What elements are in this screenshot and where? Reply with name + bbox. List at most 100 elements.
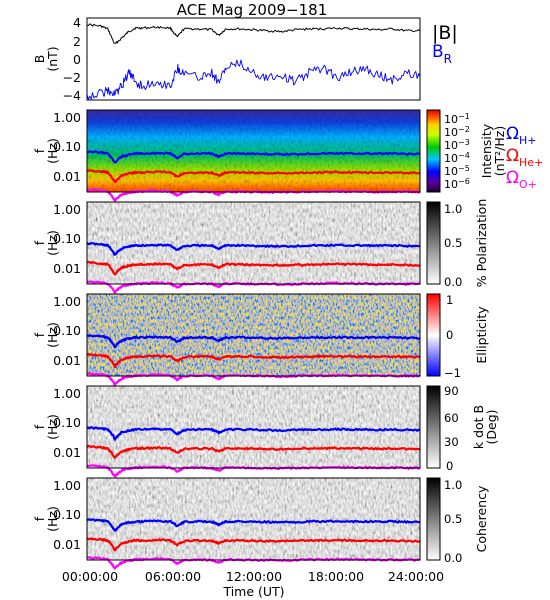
f-ytick: 0.01: [53, 261, 81, 276]
x-tick: 06:00:00: [145, 569, 201, 584]
panel-b: 4 2 0 −2 −4 B (nT) |B| BR: [32, 15, 458, 103]
omega-h-line: [86, 518, 421, 532]
cbar-tick: 10−6: [444, 177, 470, 191]
cbar-tick: 10−3: [444, 138, 470, 152]
f-ylabel-top: f: [32, 332, 47, 337]
polarization-spectrogram: [87, 202, 420, 284]
kdotb-yticks: 1.00 0.10 0.01: [53, 386, 81, 460]
kdotb-colorbar: [426, 385, 441, 469]
f-ylabel-bottom: (Hz): [45, 506, 60, 532]
intensity-yticks: 1.00 0.10 0.01: [53, 110, 81, 184]
f-ytick: 1.00: [53, 478, 81, 493]
x-tick: 00:00:00: [62, 569, 118, 584]
omega-o-line: [86, 464, 421, 478]
b-ylabel: B (nT): [32, 46, 60, 71]
kdotb-frame: [86, 385, 421, 469]
f-ylabel-top: f: [32, 516, 47, 521]
omega-he-label: ΩHe+: [506, 146, 543, 169]
omega-h-line: [86, 241, 421, 256]
cbar-tick: 10−4: [444, 151, 470, 165]
x-tick: 12:00:00: [226, 569, 282, 584]
cbar-tick: 0.5: [444, 236, 462, 250]
ellipticity-colorbar-label: Ellipticity: [474, 306, 489, 364]
f-ylabel-bottom: (Hz): [45, 230, 60, 256]
panel-ellipticity: 1.00 0.10 0.01 f (Hz) 1 0 −1 Ellipticity: [32, 293, 489, 387]
polarization-ylabel: f (Hz): [32, 230, 60, 256]
coherency-yticks: 1.00 0.10 0.01: [53, 478, 81, 552]
panel-intensity: 1.00 0.10 0.01 f (Hz) 10−1 10−2 10−3 10−…: [32, 109, 543, 202]
legend-br-main: B: [432, 42, 444, 62]
polarization-colorbar-ticks: 1.0 0.5 0.0: [444, 202, 462, 289]
f-ytick: 0.01: [53, 537, 81, 552]
coherency-frame: [86, 477, 421, 561]
legend-br: BR: [432, 42, 452, 66]
cbar-tick: 10−5: [444, 164, 470, 178]
omega-he-line: [86, 444, 421, 459]
omega-legend: ΩH+ ΩHe+ ΩO+: [506, 124, 543, 191]
intensity-cbar-label-2: (nT²/Hz): [492, 126, 507, 177]
panel-b-frame: [86, 17, 421, 101]
b-ylabel-bottom: (nT): [45, 46, 60, 71]
cbar-tick: 10−2: [444, 125, 470, 139]
intensity-ylabel: f (Hz): [32, 138, 60, 164]
f-ytick: 1.00: [53, 110, 81, 125]
cbar-tick: 0.0: [444, 275, 462, 289]
b-ytick: −4: [63, 88, 81, 103]
intensity-colorbar: [426, 109, 441, 193]
b-ytick: 4: [73, 15, 81, 30]
f-ylabel-top: f: [32, 240, 47, 245]
polarization-colorbar: [426, 201, 441, 285]
cbar-tick: 60: [444, 411, 459, 425]
ellipticity-yticks: 1.00 0.10 0.01: [53, 294, 81, 368]
cbar-tick: 0: [446, 459, 453, 473]
f-ytick: 0.01: [53, 353, 81, 368]
f-ylabel-top: f: [32, 424, 47, 429]
panel-b-yticks: 4 2 0 −2 −4: [63, 15, 81, 103]
cbar-tick: 10−1: [444, 112, 470, 126]
cbar-tick: 1: [446, 293, 453, 307]
legend-br-sub: R: [444, 52, 452, 66]
coherency-cbar-label: Coherency: [474, 485, 489, 552]
ellipticity-spectrogram: [87, 294, 420, 376]
coherency-colorbar-ticks: 1.0 0.5 0.0: [444, 478, 462, 565]
omega-o-line: [86, 188, 421, 202]
b-ytick: 0: [73, 52, 81, 67]
omega-h-line: [86, 150, 421, 164]
ellipticity-colorbar-ticks: 1 0 −1: [444, 293, 461, 380]
omega-h-line: [86, 426, 421, 441]
intensity-frame: [86, 109, 421, 193]
f-ytick: 0.10: [53, 139, 81, 154]
coherency-colorbar-label: Coherency: [474, 485, 489, 552]
b-ytick: −2: [63, 70, 81, 85]
polarization-cbar-label: % Polarization: [474, 199, 489, 288]
b-ylabel-top: B: [32, 55, 47, 64]
kdotb-ylabel: f (Hz): [32, 414, 60, 440]
figure-title: ACE Mag 2009−181: [177, 1, 328, 19]
x-axis-label: Time (UT): [222, 584, 284, 599]
ellipticity-frame: [86, 293, 421, 377]
kdotb-colorbar-label: k dot B (Deg): [471, 405, 499, 449]
f-ylabel-bottom: (Hz): [45, 414, 60, 440]
omega-o-line: [86, 280, 421, 294]
cbar-tick: 0.0: [444, 551, 462, 565]
cbar-tick: 0: [446, 328, 453, 342]
x-tick: 18:00:00: [308, 569, 364, 584]
coherency-ylabel: f (Hz): [32, 506, 60, 532]
intensity-colorbar-label: Intensity (nT²/Hz): [479, 123, 507, 178]
intensity-speckle: [87, 110, 420, 192]
omega-he-line: [86, 169, 421, 184]
omega-he-line: [86, 260, 421, 276]
f-ytick: 0.01: [53, 445, 81, 460]
panel-polarization: 1.00 0.10 0.01 f (Hz) 1.0 0.5 0.0 % Pola…: [32, 199, 489, 294]
f-ytick: 1.00: [53, 386, 81, 401]
polarization-frame: [86, 201, 421, 285]
intensity-colorbar-ticks: 10−1 10−2 10−3 10−4 10−5 10−6: [444, 112, 470, 191]
x-axis: 00:00:00 06:00:00 12:00:00 18:00:00 24:0…: [62, 569, 444, 599]
cbar-tick: 1.0: [444, 202, 462, 216]
cbar-tick: 1.0: [444, 478, 462, 492]
kdotb-omega-lines: [86, 426, 421, 478]
polarization-yticks: 1.00 0.10 0.01: [53, 202, 81, 276]
f-ylabel-bottom: (Hz): [45, 138, 60, 164]
polarization-colorbar-label: % Polarization: [474, 199, 489, 288]
